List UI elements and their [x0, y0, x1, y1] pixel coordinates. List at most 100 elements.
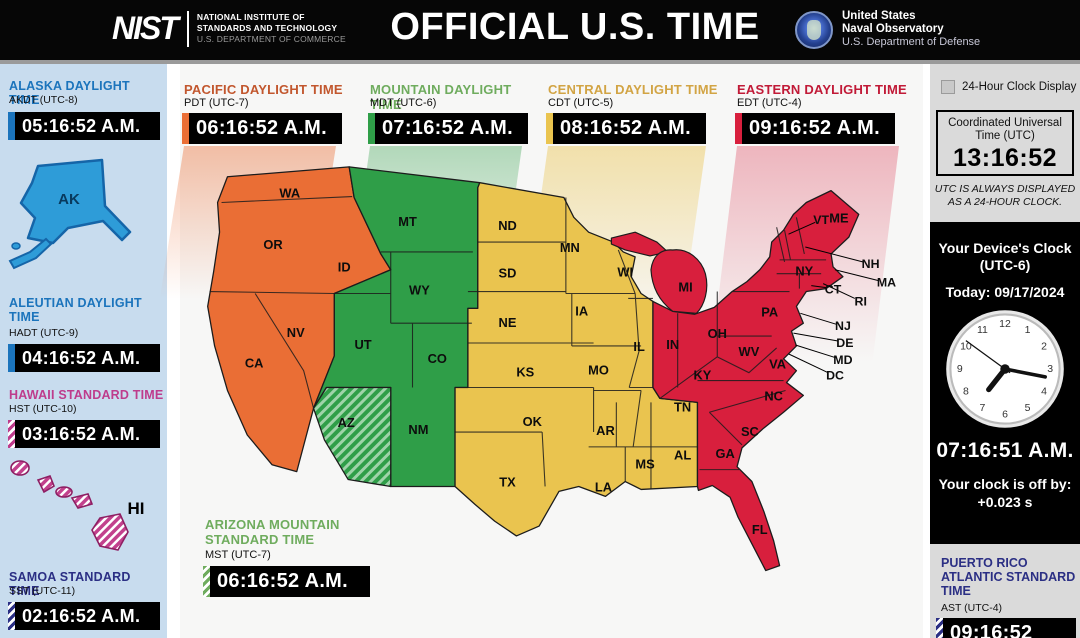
pacific-zone-title: PACIFIC DAYLIGHT TIME [184, 82, 343, 97]
arizona-accent-bar [203, 566, 210, 597]
24-hour-clock-checkbox[interactable] [941, 80, 955, 94]
hawaii-state-label: HI [128, 499, 145, 518]
state-label-ny: NY [795, 264, 813, 279]
us-timezone-map: WA OR CA NV MT ID WY UT CO AZ NM ND SD NE KS OK TX MN IA MO… [207, 166, 896, 572]
utc-time: 13:16:52 [952, 144, 1058, 172]
hawaii-accent-bar [8, 420, 15, 448]
eastern-time: 09:16:52 A.M. [749, 117, 880, 139]
puerto-rico-time: 09:16:52 [950, 622, 1033, 638]
hawaii-map[interactable]: HI [4, 452, 166, 564]
pacific-time: 06:16:52 A.M. [196, 117, 327, 139]
state-label-id: ID [338, 260, 351, 275]
hawaii-zone-abbr: HST (UTC-10) [9, 403, 77, 415]
usno-agency-lines: United States Naval Observatory U.S. Dep… [842, 10, 980, 49]
aleutian-accent-bar [8, 344, 15, 372]
device-time: 07:16:51 A.M. [936, 439, 1074, 462]
svg-text:8: 8 [963, 386, 969, 398]
state-label-sc: SC [741, 424, 759, 439]
state-label-co: CO [428, 351, 447, 366]
aleutian-time: 04:16:52 A.M. [22, 347, 141, 368]
clock-display-row: 24-Hour Clock Display [941, 80, 1076, 94]
state-label-md: MD [833, 353, 852, 367]
callout-line-md [795, 344, 837, 359]
callout-line-nj [800, 312, 837, 325]
callout-line-ri [822, 283, 856, 299]
alaska-accent-bar [8, 112, 15, 140]
arizona-time: 06:16:52 A.M. [217, 570, 348, 592]
mountain-accent-bar [368, 113, 375, 144]
left-gutter [167, 64, 180, 638]
alaska-zone-abbr: AKDT (UTC-8) [9, 94, 78, 106]
state-label-pa: PA [761, 304, 778, 319]
puerto-rico-zone-title: PUERTO RICO ATLANTIC STANDARD TIME [941, 556, 1076, 598]
central-state-borders [455, 197, 698, 490]
nist-logo[interactable]: NIST NATIONAL INSTITUTE OF STANDARDS AND… [112, 10, 346, 47]
state-label-vt: VT [813, 213, 829, 227]
svg-text:10: 10 [960, 341, 972, 353]
state-label-wi: WI [617, 265, 633, 280]
state-label-ga: GA [716, 446, 735, 461]
state-label-mn: MN [560, 240, 580, 255]
mountain-zone-abbr: MDT (UTC-6) [370, 97, 437, 109]
alaska-shape[interactable] [19, 158, 132, 245]
state-label-ri: RI [855, 294, 867, 308]
svg-text:6: 6 [1002, 408, 1008, 420]
usno-line-1: United States [842, 10, 916, 22]
state-label-ut: UT [354, 337, 371, 352]
page-title: OFFICIAL U.S. TIME [390, 6, 760, 48]
right-gutter [923, 64, 930, 638]
state-label-wy: WY [409, 283, 430, 298]
state-label-or: OR [263, 237, 283, 252]
callout-line-de [793, 332, 839, 342]
aleutian-chain-shape[interactable] [8, 237, 53, 270]
state-callouts: VT NH MA RI CT NJ DE MD DC [788, 213, 896, 383]
state-label-sd: SD [499, 266, 517, 281]
hawaii-islands-shape[interactable] [10, 460, 129, 551]
usno-logo[interactable]: United States Naval Observatory U.S. Dep… [795, 10, 980, 49]
pacific-state-borders [209, 196, 353, 409]
device-clock-title: Your Device's Clock (UTC-6) [938, 240, 1072, 273]
aleutian-zone-title: ALEUTIAN DAYLIGHT TIME [9, 296, 142, 324]
state-label-me: ME [829, 210, 849, 225]
state-label-wv: WV [739, 344, 760, 359]
state-label-mi: MI [678, 280, 692, 295]
pacific-accent-bar [182, 113, 189, 144]
samoa-time: 02:16:52 A.M. [22, 605, 141, 626]
alaska-map[interactable]: AK [6, 148, 164, 294]
alaska-state-label: AK [58, 191, 80, 208]
usno-seal-icon [795, 10, 833, 49]
utc-box: Coordinated Universal Time (UTC) 13:16:5… [936, 110, 1074, 176]
usno-line-2: Naval Observatory [842, 23, 944, 35]
arizona-zone-abbr: MST (UTC-7) [205, 549, 271, 561]
state-label-az: AZ [338, 415, 355, 430]
pacific-time-box: 06:16:52 A.M. [182, 113, 342, 144]
header-bar: NIST NATIONAL INSTITUTE OF STANDARDS AND… [0, 0, 1080, 60]
alaska-time-box: 05:16:52 A.M. [8, 112, 160, 140]
svg-text:4: 4 [1041, 386, 1047, 398]
eastern-zone-title: EASTERN DAYLIGHT TIME [737, 82, 907, 97]
callout-line-nh [805, 246, 863, 263]
state-label-fl: FL [752, 522, 768, 537]
eastern-state-borders [659, 217, 827, 471]
usno-line-3: U.S. Department of Defense [842, 36, 981, 48]
state-label-dc: DC [826, 369, 844, 383]
michigan-lower-peninsula-shape[interactable] [650, 249, 708, 314]
offset-value: +0.023 s [977, 494, 1033, 510]
header-separator [0, 60, 1080, 64]
state-label-ky: KY [693, 368, 711, 383]
24-hour-clock-label[interactable]: 24-Hour Clock Display [962, 81, 1077, 93]
device-date: Today: 09/17/2024 [945, 284, 1065, 300]
state-label-ne: NE [499, 315, 517, 330]
arizona-zone-shape[interactable] [312, 386, 392, 488]
puerto-rico-time-box: 09:16:52 [936, 618, 1076, 638]
svg-text:2: 2 [1041, 341, 1047, 353]
state-label-ks: KS [516, 365, 534, 380]
state-label-tx: TX [499, 474, 516, 489]
samoa-accent-bar [8, 602, 15, 630]
state-label-oh: OH [708, 326, 727, 341]
state-label-ia: IA [575, 303, 588, 318]
svg-text:5: 5 [1025, 402, 1031, 414]
eastern-accent-bar [735, 113, 742, 144]
